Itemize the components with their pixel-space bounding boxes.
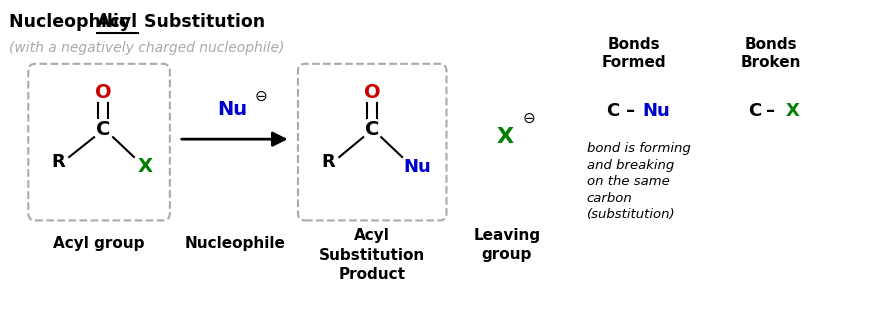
Text: Nu: Nu: [218, 100, 248, 119]
Text: Bonds
Formed: Bonds Formed: [602, 37, 667, 70]
Text: Substitution: Substitution: [138, 13, 265, 31]
Text: Acyl: Acyl: [97, 13, 138, 31]
Text: X: X: [138, 157, 153, 176]
Text: Nu: Nu: [403, 158, 431, 176]
Text: ⊖: ⊖: [254, 89, 267, 104]
Text: ⊖: ⊖: [522, 111, 535, 126]
Text: Nu: Nu: [642, 102, 670, 120]
Text: –: –: [626, 102, 635, 120]
Text: C: C: [96, 120, 110, 139]
Text: X: X: [497, 127, 513, 147]
Text: Nucleophile: Nucleophile: [184, 236, 285, 251]
Text: (with a negatively charged nucleophile): (with a negatively charged nucleophile): [10, 41, 285, 55]
Text: C: C: [365, 120, 379, 139]
Text: Bonds
Broken: Bonds Broken: [741, 37, 801, 70]
Text: O: O: [364, 83, 380, 102]
Text: X: X: [786, 102, 800, 120]
Text: R: R: [51, 153, 65, 171]
Text: Leaving
group: Leaving group: [474, 228, 541, 262]
Text: –: –: [766, 102, 775, 120]
Text: Acyl
Substitution
Product: Acyl Substitution Product: [319, 228, 425, 282]
Text: C: C: [606, 102, 619, 120]
Text: C: C: [749, 102, 762, 120]
Text: Acyl group: Acyl group: [53, 236, 145, 251]
Text: R: R: [321, 153, 335, 171]
Text: Nucleophilic: Nucleophilic: [10, 13, 136, 31]
Text: bond is forming
and breaking
on the same
carbon
(substitution): bond is forming and breaking on the same…: [587, 142, 691, 221]
Text: O: O: [94, 83, 111, 102]
